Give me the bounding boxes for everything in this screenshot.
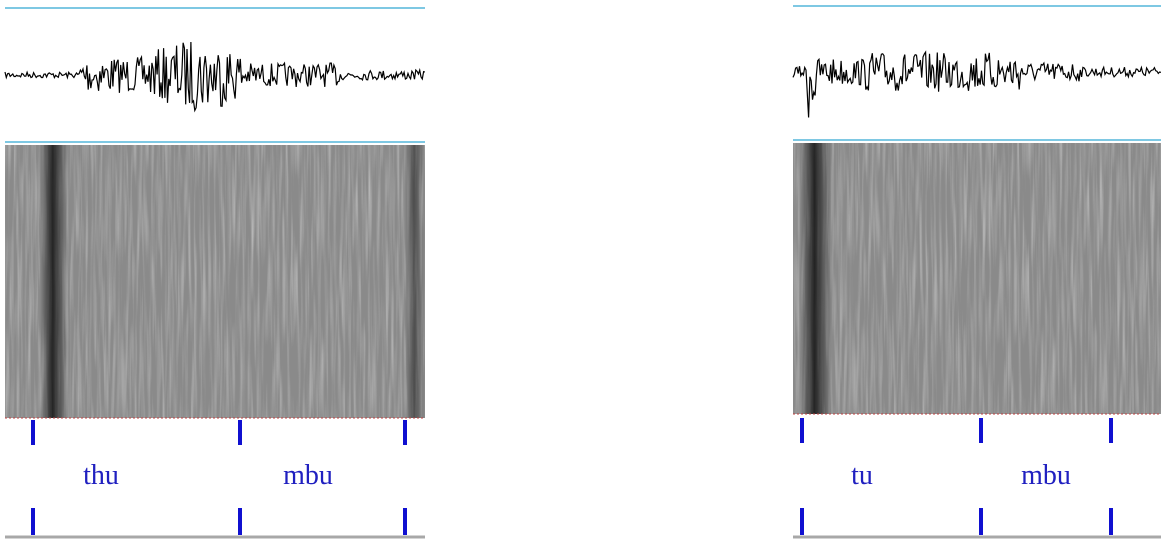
waveform <box>792 50 1161 118</box>
spectrogram-texture <box>5 145 425 418</box>
segment-label: mbu <box>1021 460 1071 491</box>
segment-label: tu <box>851 460 873 491</box>
panel-left: thu mbu <box>4 7 426 539</box>
spectrogram-burst <box>800 143 832 414</box>
segment-label: mbu <box>283 460 333 491</box>
spectrogram-texture <box>793 143 1161 414</box>
spectrogram-edge <box>405 145 425 418</box>
segment-label: thu <box>83 460 119 491</box>
waveform <box>4 41 426 113</box>
spectrogram-burst <box>40 145 68 418</box>
panel-right: tu mbu <box>792 5 1161 539</box>
